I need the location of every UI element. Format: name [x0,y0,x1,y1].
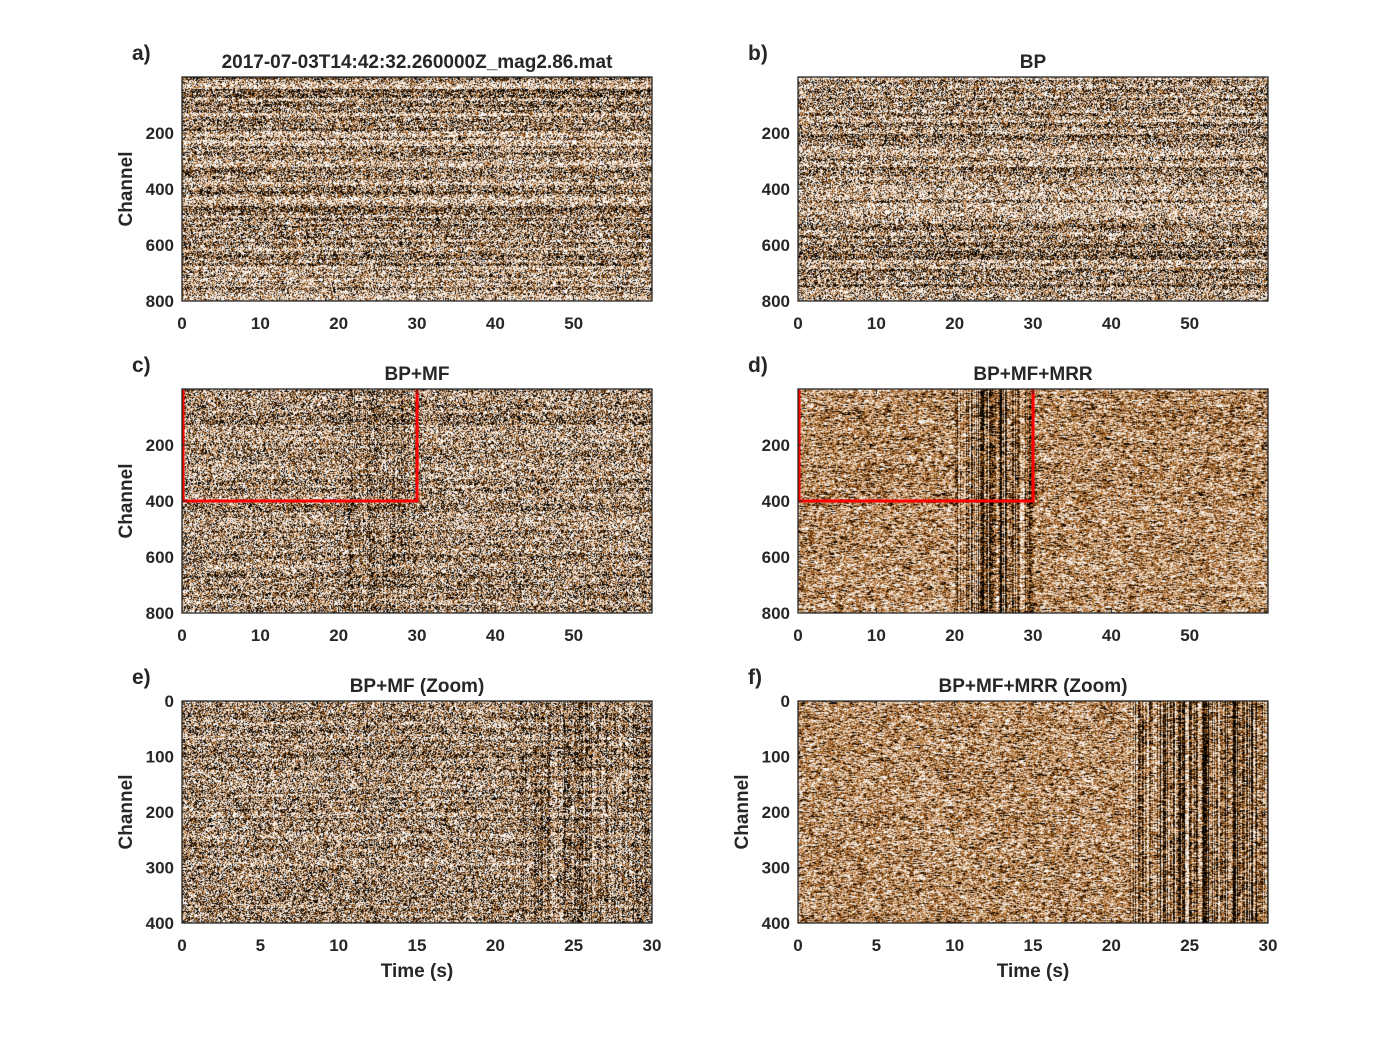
y-tick-label: 400 [762,914,790,933]
y-axis-label: Channel [116,152,137,227]
x-tick-label: 10 [867,626,886,645]
y-tick-label: 200 [762,124,790,143]
x-tick-label: 5 [256,936,265,955]
panel-d: 0 10 20 30 40 50 200 400 600 800 BP+MF+MRR d) [748,354,1269,645]
y-tick-label: 300 [762,859,790,878]
heatmap-image [182,77,652,301]
x-tick-label: 15 [408,936,427,955]
y-tick-label: 200 [146,803,174,822]
y-tick-label: 800 [146,292,174,311]
x-tick-label: 30 [643,936,662,955]
y-tick-label: 0 [781,692,790,711]
y-tick-label: 100 [762,748,790,767]
panel-a: 0 10 20 30 40 50 200 400 600 800 2017-07-03T14:42:… [116,42,653,333]
y-tick-label: 400 [762,492,790,511]
y-tick-label: 800 [762,292,790,311]
x-tick-label: 40 [486,314,505,333]
x-tick-label: 30 [1024,314,1043,333]
x-axis-label: Time (s) [997,961,1070,982]
x-tick-label: 40 [486,626,505,645]
x-tick-label: 0 [793,936,802,955]
y-tick-label: 600 [762,548,790,567]
panel-title: BP [1020,52,1047,73]
x-tick-label: 25 [1180,936,1199,955]
panel-b: 0 10 20 30 40 50 200 400 600 800 BP b) [748,42,1269,333]
x-tick-label: 50 [564,314,583,333]
y-tick-label: 200 [146,436,174,455]
x-tick-label: 20 [329,626,348,645]
y-axis-label: Channel [732,775,753,850]
x-tick-label: 20 [486,936,505,955]
y-tick-label: 200 [762,803,790,822]
y-tick-label: 400 [762,180,790,199]
x-tick-label: 30 [1024,626,1043,645]
panel-title: BP+MF+MRR (Zoom) [939,676,1128,697]
y-tick-label: 400 [146,492,174,511]
x-tick-label: 40 [1102,626,1121,645]
heatmap-image [798,701,1268,923]
x-tick-label: 30 [408,314,427,333]
y-tick-label: 600 [762,236,790,255]
x-tick-label: 30 [408,626,427,645]
x-tick-label: 30 [1259,936,1278,955]
y-tick-label: 600 [146,236,174,255]
y-tick-label: 0 [165,692,174,711]
x-tick-label: 0 [177,626,186,645]
panel-c: 0 10 20 30 40 50 200 400 600 800 BP+MF c) Channel [116,354,653,645]
panel-label: a) [132,42,151,65]
x-tick-label: 0 [177,314,186,333]
panel-label: c) [132,354,151,377]
x-tick-label: 20 [945,314,964,333]
panel-title: BP+MF [385,364,450,385]
x-tick-label: 20 [1102,936,1121,955]
panels: 0 10 20 30 40 502004006008002017-07-03T14:42:… [116,42,1277,982]
x-axis-label: Time (s) [381,961,454,982]
x-tick-label: 25 [564,936,583,955]
x-tick-label: 10 [251,626,270,645]
heatmap-image [798,77,1268,301]
x-tick-label: 50 [1180,314,1199,333]
x-tick-label: 50 [564,626,583,645]
y-tick-label: 200 [146,124,174,143]
x-tick-label: 10 [945,936,964,955]
y-axis-label: Channel [116,775,137,850]
x-tick-label: 10 [329,936,348,955]
x-tick-label: 10 [251,314,270,333]
panel-title: BP+MF (Zoom) [350,676,485,697]
x-tick-label: 5 [872,936,881,955]
x-tick-label: 20 [329,314,348,333]
panel-label: d) [748,354,768,377]
y-tick-label: 800 [146,604,174,623]
x-tick-label: 50 [1180,626,1199,645]
y-axis-label: Channel [116,464,137,539]
panel-label: e) [132,666,151,689]
y-tick-label: 400 [146,180,174,199]
y-tick-label: 800 [762,604,790,623]
panel-title: 2017-07-03T14:42:32.260000Z_mag2.86.mat [222,52,613,73]
x-tick-label: 0 [793,626,802,645]
y-tick-label: 400 [146,914,174,933]
x-tick-label: 15 [1024,936,1043,955]
panel-label: f) [748,666,762,689]
x-tick-label: 20 [945,626,964,645]
panel-label: b) [748,42,768,65]
x-tick-label: 10 [867,314,886,333]
x-tick-label: 40 [1102,314,1121,333]
y-tick-label: 200 [762,436,790,455]
y-tick-label: 300 [146,859,174,878]
y-tick-label: 600 [146,548,174,567]
x-tick-label: 0 [793,314,802,333]
y-tick-label: 100 [146,748,174,767]
x-tick-label: 0 [177,936,186,955]
heatmap-image [182,701,652,923]
panel-title: BP+MF+MRR [973,364,1093,385]
